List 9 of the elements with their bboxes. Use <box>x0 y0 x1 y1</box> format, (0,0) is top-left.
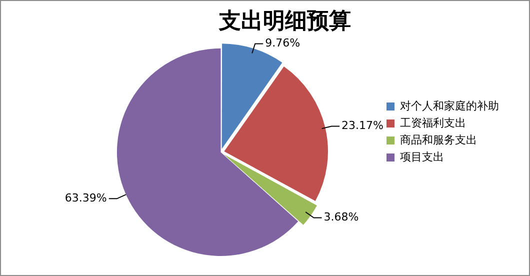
legend-label: 对个人和家庭的补助 <box>400 99 499 112</box>
legend-label: 工资福利支出 <box>400 116 466 130</box>
data-label: 63.39% <box>64 192 107 205</box>
chart-title: 支出明细预算 <box>218 8 351 34</box>
legend-label: 项目支出 <box>400 150 444 164</box>
legend-label: 商品和服务支出 <box>400 133 477 146</box>
data-label: 3.68% <box>324 210 359 224</box>
data-label: 9.76% <box>265 36 300 50</box>
data-label: 23.17% <box>342 119 384 132</box>
